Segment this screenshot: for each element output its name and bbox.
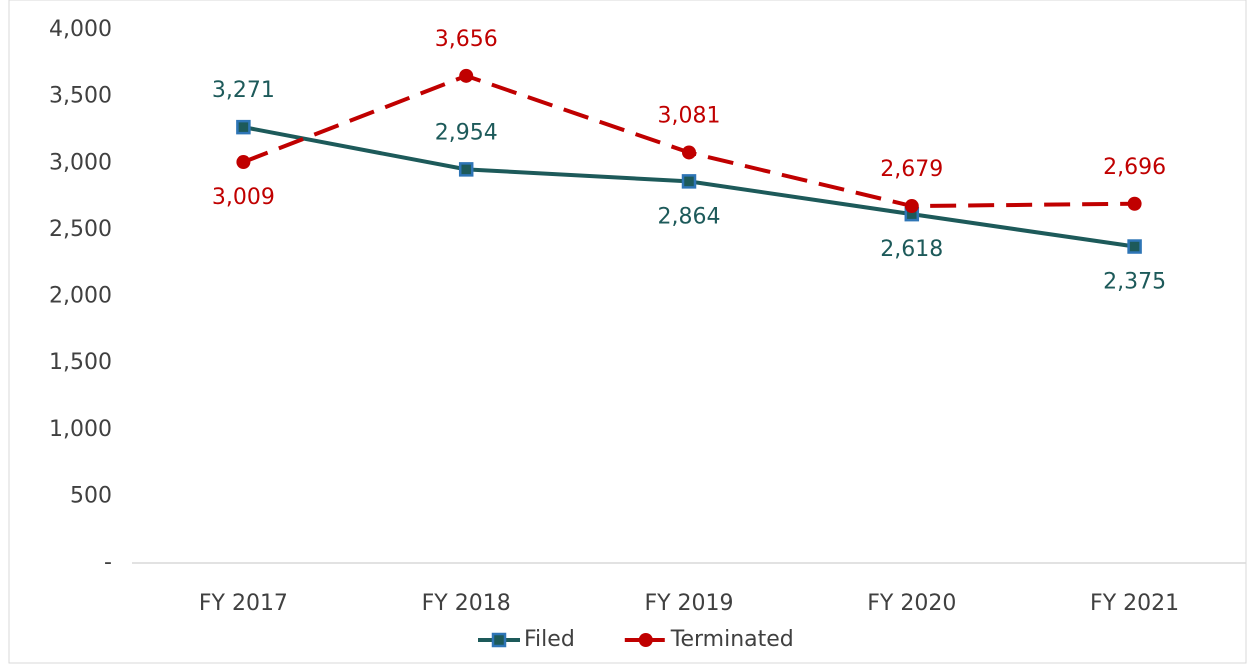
y-tick-label: -	[104, 550, 112, 575]
marker	[682, 145, 696, 160]
marker	[1127, 196, 1142, 211]
y-tick-label: 3,500	[49, 84, 112, 109]
chart-frame	[8, 0, 1247, 664]
data-label: 3,009	[212, 185, 275, 210]
marker	[681, 174, 697, 189]
data-label: 2,954	[435, 120, 498, 145]
data-label: 3,656	[435, 27, 498, 52]
marker	[904, 199, 919, 214]
marker	[236, 155, 251, 170]
x-tick-label: FY 2018	[422, 591, 511, 616]
data-label: 3,271	[212, 78, 275, 103]
y-tick-label: 2,000	[49, 284, 112, 309]
y-tick-label: 2,500	[49, 217, 112, 242]
y-tick-label: 3,000	[49, 150, 112, 175]
y-tick-label: 4,000	[49, 17, 112, 42]
legend-label: Filed	[524, 627, 575, 652]
x-tick-label: FY 2020	[867, 591, 956, 616]
marker	[458, 162, 474, 177]
legend-marker	[638, 633, 653, 647]
data-label: 3,081	[658, 103, 721, 128]
y-tick-label: 1,000	[49, 417, 112, 442]
data-label: 2,679	[880, 157, 943, 182]
data-label: 2,375	[1103, 270, 1166, 295]
x-tick-label: FY 2021	[1090, 591, 1179, 616]
y-tick-label: 1,500	[49, 350, 112, 375]
x-tick-label: FY 2019	[644, 591, 733, 616]
marker	[236, 119, 251, 135]
data-label: 2,618	[880, 237, 943, 262]
marker	[1127, 239, 1142, 254]
data-label: 2,696	[1103, 155, 1166, 180]
legend-marker	[491, 632, 507, 648]
x-tick-label: FY 2017	[199, 591, 288, 616]
legend-label: Terminated	[670, 627, 794, 652]
data-label: 2,864	[658, 204, 721, 229]
marker	[459, 68, 474, 83]
y-tick-label: 500	[70, 483, 112, 508]
